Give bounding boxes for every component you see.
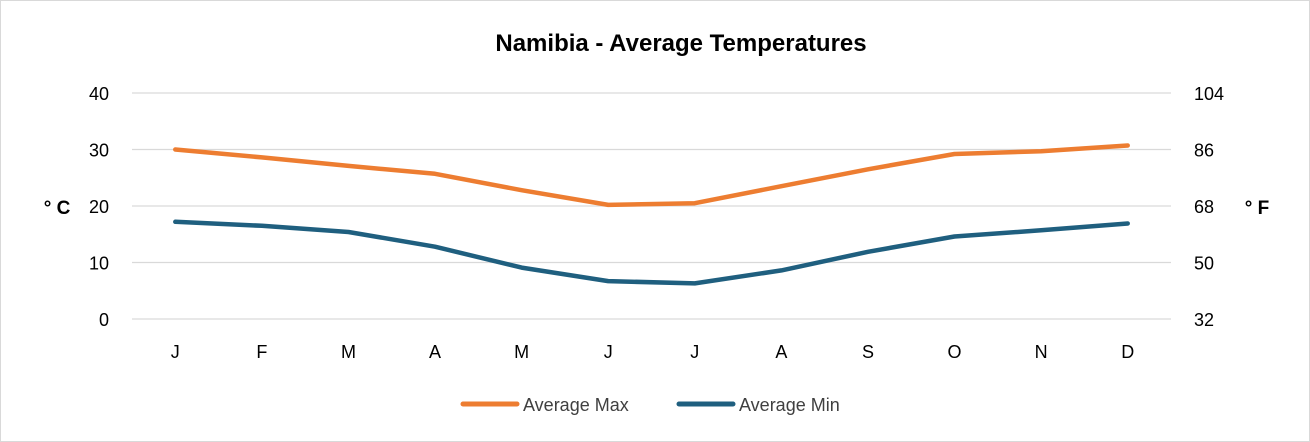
left-tick-label: 0 <box>99 310 109 330</box>
x-tick-label: D <box>1121 342 1134 362</box>
chart-title: Namibia - Average Temperatures <box>495 30 866 57</box>
x-tick-label: M <box>514 342 529 362</box>
right-tick-label: 68 <box>1194 197 1214 217</box>
legend-item-average-min[interactable]: Average Min <box>676 395 840 415</box>
legend-item-average-max[interactable]: Average Max <box>460 395 629 415</box>
x-tick-label: N <box>1035 342 1048 362</box>
series-line-average-max[interactable] <box>173 143 1130 208</box>
right-axis-label: ° F <box>1245 198 1269 219</box>
x-tick-label: A <box>429 342 441 362</box>
right-tick-label: 86 <box>1194 141 1214 161</box>
right-axis-ticks: 32 50 68 86 104 <box>1194 84 1224 330</box>
left-axis-ticks: 0 10 20 30 40 <box>89 84 109 330</box>
series-line-average-min[interactable] <box>173 219 1130 286</box>
left-tick-label: 40 <box>89 84 109 104</box>
legend-label-average-max: Average Max <box>523 395 629 415</box>
series-lines <box>173 143 1130 286</box>
x-tick-label: F <box>256 342 267 362</box>
left-tick-label: 10 <box>89 254 109 274</box>
right-tick-label: 104 <box>1194 84 1224 104</box>
x-tick-label: A <box>775 342 787 362</box>
x-tick-label: J <box>604 342 613 362</box>
right-tick-label: 50 <box>1194 254 1214 274</box>
x-tick-label: M <box>341 342 356 362</box>
x-tick-label: O <box>948 342 962 362</box>
legend: Average Max Average Min <box>460 395 840 415</box>
legend-label-average-min: Average Min <box>739 395 840 415</box>
right-tick-label: 32 <box>1194 310 1214 330</box>
x-tick-label: J <box>171 342 180 362</box>
left-axis-label: ° C <box>44 198 71 219</box>
x-tick-label: S <box>862 342 874 362</box>
left-tick-label: 20 <box>89 197 109 217</box>
left-tick-label: 30 <box>89 141 109 161</box>
x-tick-label: J <box>690 342 699 362</box>
